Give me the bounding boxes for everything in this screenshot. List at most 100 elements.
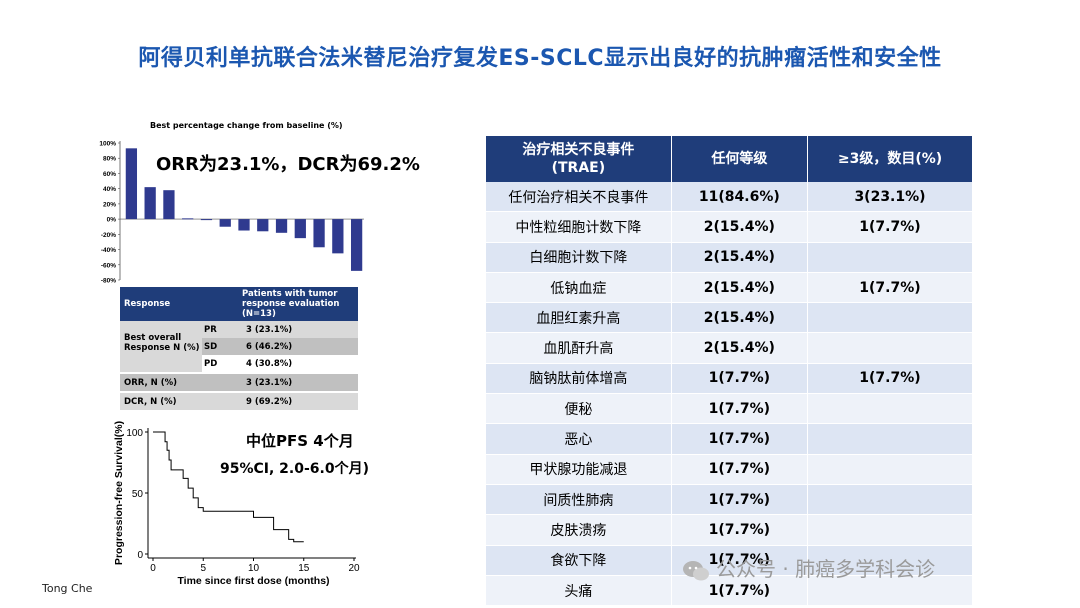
trae-grade3 — [807, 454, 974, 485]
waterfall-bar — [163, 190, 175, 220]
waterfall-bar — [219, 219, 231, 227]
dcr-label: DCR, N (%) — [124, 397, 177, 407]
waterfall-bar — [350, 219, 363, 271]
orr-dcr-note: ORR为23.1%，DCR为69.2% — [156, 154, 420, 175]
pd-value: 4 (30.8%) — [246, 359, 293, 369]
trae-any-grade: 11(84.6%) — [671, 182, 808, 213]
waterfall-bar — [294, 219, 306, 239]
pfs-median: 中位PFS 4个月 — [246, 432, 354, 450]
km-y-tick: 100 — [126, 428, 143, 439]
waterfall-y-tick: 40% — [103, 186, 116, 193]
trae-row: 血胆红素升高 2(15.4%) — [486, 302, 974, 334]
trae-row: 白细胞计数下降 2(15.4%) — [486, 242, 974, 273]
trae-grade3 — [807, 545, 974, 576]
trae-event-name: 任何治疗相关不良事件 — [486, 182, 672, 213]
trae-event-name: 恶心 — [486, 423, 672, 455]
trae-event-name: 间质性肺病 — [486, 484, 672, 516]
trae-grade3: 1(7.7%) — [807, 363, 974, 395]
trae-row: 脑钠肽前体增高 1(7.7%) 1(7.7%) — [486, 363, 974, 395]
km-survival-curve — [153, 431, 304, 543]
patients-header: Patients with tumor response evaluation … — [238, 287, 358, 321]
pr-value: 3 (23.1%) — [246, 325, 293, 335]
dcr-value: 9 (69.2%) — [246, 397, 293, 407]
trae-grade3: 1(7.7%) — [807, 211, 974, 243]
pr-label: PR — [204, 325, 217, 335]
km-x-tick: 0 — [150, 563, 156, 574]
sd-label: SD — [204, 342, 218, 352]
waterfall-y-tick: -20% — [101, 232, 116, 239]
trae-row: 低钠血症 2(15.4%) 1(7.7%) — [486, 272, 974, 304]
waterfall-bar — [332, 219, 344, 254]
waterfall-bar — [144, 187, 156, 220]
watermark: 公众号 · 肺癌多学科会诊 — [682, 553, 935, 582]
trae-event-name: 皮肤溃疡 — [486, 514, 672, 546]
trae-event-name: 便秘 — [486, 393, 672, 425]
waterfall-y-tick: -60% — [101, 262, 116, 269]
trae-grade3 — [807, 484, 974, 516]
best-overall-label: Best overall Response N (%) — [124, 333, 200, 353]
km-y-tick: 0 — [137, 550, 143, 561]
trae-event-name: 头痛 — [486, 575, 672, 607]
waterfall-chart: 100% 80% 60% 40% 20% 0% -20% -40% -60% -80% — [99, 141, 364, 285]
pd-label: PD — [204, 359, 218, 369]
trae-event-name: 脑钠肽前体增高 — [486, 363, 672, 395]
waterfall-y-tick: 0% — [107, 217, 117, 224]
waterfall-y-tick: 100% — [99, 141, 116, 148]
trae-event-name: 低钠血症 — [486, 272, 672, 304]
trae-grade3 — [807, 514, 974, 546]
trae-any-grade: 1(7.7%) — [671, 423, 808, 455]
trae-grade3 — [807, 575, 974, 607]
trae-row: 头痛 1(7.7%) — [486, 575, 974, 607]
page-title: 阿得贝利单抗联合法米替尼治疗复发ES-SCLC显示出良好的抗肿瘤活性和安全性 — [138, 46, 942, 71]
km-y-label: Progression-free Survival(%) — [113, 421, 125, 565]
orr-label: ORR, N (%) — [124, 378, 178, 388]
waterfall-bar — [313, 219, 325, 248]
trae-header-event-text: 治疗相关不良事件 (TRAE) — [522, 142, 635, 176]
trae-event-name: 甲状腺功能减退 — [486, 454, 672, 485]
waterfall-bar — [238, 219, 250, 231]
trae-any-grade: 1(7.7%) — [671, 484, 808, 516]
trae-row: 食欲下降 1(7.7%) — [486, 545, 974, 576]
trae-event-name: 中性粒细胞计数下降 — [486, 211, 672, 243]
trae-any-grade: 1(7.7%) — [671, 393, 808, 425]
trae-grade3 — [807, 302, 974, 334]
trae-header-any-grade: 任何等级 — [671, 136, 808, 182]
trae-any-grade: 2(15.4%) — [671, 272, 808, 304]
trae-event-name: 血肌酐升高 — [486, 332, 672, 364]
km-x-label: Time since first dose (months) — [177, 575, 329, 587]
waterfall-bar — [182, 218, 194, 220]
km-x-tick: 20 — [348, 563, 360, 574]
km-x-tick: 10 — [248, 563, 260, 574]
trae-row: 皮肤溃疡 1(7.7%) — [486, 514, 974, 546]
km-y-tick: 50 — [132, 489, 144, 500]
waterfall-y-tick: -40% — [101, 247, 116, 254]
response-table: Response Patients with tumor response ev… — [120, 287, 358, 321]
trae-any-grade: 2(15.4%) — [671, 302, 808, 334]
waterfall-bar — [257, 219, 269, 232]
trae-any-grade: 1(7.7%) — [671, 454, 808, 485]
trae-row: 便秘 1(7.7%) — [486, 393, 974, 425]
trae-row: 恶心 1(7.7%) — [486, 423, 974, 455]
trae-any-grade: 2(15.4%) — [671, 332, 808, 364]
waterfall-bar — [200, 219, 213, 221]
trae-row: 甲状腺功能减退 1(7.7%) — [486, 454, 974, 485]
waterfall-y-tick: 20% — [103, 201, 116, 208]
trae-grade3 — [807, 242, 974, 273]
trae-grade3 — [807, 423, 974, 455]
km-x-tick: 5 — [200, 563, 206, 574]
response-header: Response — [120, 287, 238, 321]
trae-row: 血肌酐升高 2(15.4%) — [486, 332, 974, 364]
trae-grade3 — [807, 393, 974, 425]
trae-any-grade: 2(15.4%) — [671, 242, 808, 273]
trae-header-event: 治疗相关不良事件 (TRAE) — [486, 136, 672, 182]
trae-grade3 — [807, 332, 974, 364]
waterfall-title: Best percentage change from baseline (%) — [150, 121, 343, 130]
trae-any-grade: 1(7.7%) — [671, 363, 808, 395]
waterfall-bar — [275, 219, 288, 233]
watermark-text: 公众号 · 肺癌多学科会诊 — [716, 557, 936, 581]
trae-any-grade: 1(7.7%) — [671, 575, 808, 607]
waterfall-y-tick: 60% — [103, 171, 116, 178]
trae-row: 任何治疗相关不良事件 11(84.6%) 3(23.1%) — [486, 182, 974, 213]
pfs-ci: 95%CI, 2.0-6.0个月) — [220, 461, 369, 477]
km-x-tick: 15 — [298, 563, 310, 574]
